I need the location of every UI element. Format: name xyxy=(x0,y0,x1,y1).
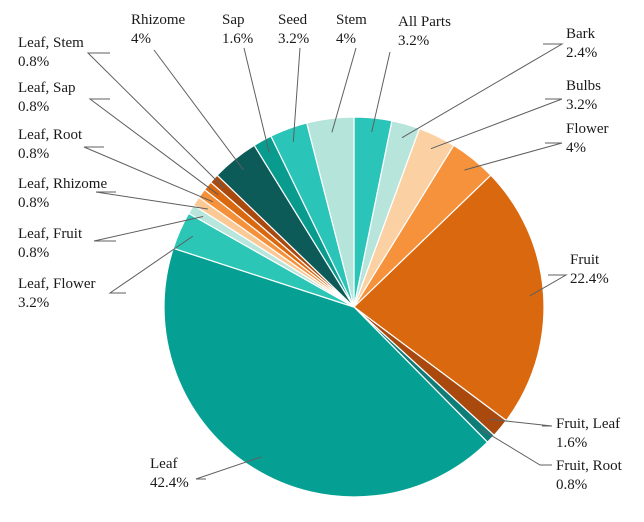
leader-line-stem xyxy=(331,47,357,133)
leader-line-leaf-flower xyxy=(108,235,194,294)
data-label-category: Leaf, Flower xyxy=(18,276,95,292)
data-label-category: Sap xyxy=(222,12,245,28)
data-label-value: 0.8% xyxy=(18,146,49,162)
data-label-leaf-sap: Leaf, Sap 0.8% xyxy=(18,80,75,115)
leader-line-fruit xyxy=(529,274,568,297)
data-label-value: 4% xyxy=(566,140,586,156)
data-label-fruit-root: Fruit, Root 0.8% xyxy=(556,458,623,493)
data-label-flower: Flower 4% xyxy=(566,121,609,156)
data-label-value: 3.2% xyxy=(566,97,597,113)
data-label-value: 0.8% xyxy=(18,54,49,70)
data-label-value: 0.8% xyxy=(556,477,587,493)
data-label-category: Fruit, Root xyxy=(556,458,623,474)
data-label-value: 1.6% xyxy=(556,435,587,451)
leader-line-seed xyxy=(292,47,301,142)
data-label-sap: Sap 1.6% xyxy=(222,12,253,47)
data-label-all-parts: All Parts 3.2% xyxy=(398,14,451,49)
pie-slice-stem xyxy=(306,116,355,308)
data-label-leaf-rhizome: Leaf, Rhizome 0.8% xyxy=(18,176,107,211)
data-label-value: 1.6% xyxy=(222,31,253,47)
data-label-category: Bulbs xyxy=(566,78,601,94)
data-labels: All Parts 3.2% Bark 2.4% Bulbs 3.2% Flower 4% Fr… xyxy=(18,12,623,493)
data-label-category: Leaf xyxy=(150,456,177,472)
data-label-leaf: Leaf 42.4% xyxy=(150,456,189,491)
data-label-category: Leaf, Fruit xyxy=(18,226,83,242)
leader-lines xyxy=(83,43,568,480)
data-label-category: Fruit xyxy=(570,252,600,268)
leader-line-leaf-stem xyxy=(86,52,225,189)
data-label-stem: Stem 4% xyxy=(336,12,367,47)
data-label-fruit: Fruit 22.4% xyxy=(570,252,609,287)
leader-line-sap xyxy=(243,47,270,153)
data-label-value: 4% xyxy=(131,31,151,47)
data-label-bulbs: Bulbs 3.2% xyxy=(566,78,601,113)
data-label-value: 3.2% xyxy=(18,295,49,311)
leader-line-leaf-fruit xyxy=(93,216,204,242)
data-label-category: Rhizome xyxy=(131,12,185,28)
data-label-category: Bark xyxy=(566,26,596,42)
data-label-leaf-fruit: Leaf, Fruit 0.8% xyxy=(18,226,83,261)
data-label-category: Leaf, Sap xyxy=(18,80,75,96)
leader-line-leaf-root xyxy=(83,146,214,203)
data-label-value: 0.8% xyxy=(18,99,49,115)
data-label-category: Fruit, Leaf xyxy=(556,416,620,432)
data-label-value: 3.2% xyxy=(398,33,429,49)
data-label-value: 3.2% xyxy=(278,31,309,47)
leader-line-fruit-leaf xyxy=(489,418,553,427)
data-label-category: Leaf, Rhizome xyxy=(18,176,107,192)
leader-line-rhizome xyxy=(153,49,244,171)
data-label-value: 2.4% xyxy=(566,45,597,61)
data-label-category: Leaf, Root xyxy=(18,127,83,143)
data-label-leaf-stem: Leaf, Stem 0.8% xyxy=(18,35,84,70)
data-label-rhizome: Rhizome 4% xyxy=(131,12,185,47)
data-label-value: 22.4% xyxy=(570,271,609,287)
data-label-leaf-root: Leaf, Root 0.8% xyxy=(18,127,83,162)
data-label-category: All Parts xyxy=(398,14,451,30)
leader-line-leaf xyxy=(195,456,262,480)
leader-line-all-parts xyxy=(371,51,391,133)
data-label-value: 0.8% xyxy=(18,195,49,211)
data-label-category: Stem xyxy=(336,12,367,28)
data-label-leaf-flower: Leaf, Flower 3.2% xyxy=(18,276,95,311)
data-label-seed: Seed 3.2% xyxy=(278,12,309,47)
data-label-bark: Bark 2.4% xyxy=(566,26,597,61)
data-label-category: Seed xyxy=(278,12,308,28)
data-label-fruit-leaf: Fruit, Leaf 1.6% xyxy=(556,416,620,451)
data-label-value: 4% xyxy=(336,31,356,47)
data-label-value: 42.4% xyxy=(150,475,189,491)
pie-slice-fruit xyxy=(353,174,545,422)
data-label-category: Leaf, Stem xyxy=(18,35,84,51)
leader-line-fruit-root xyxy=(480,428,552,466)
leader-line-flower xyxy=(464,142,563,171)
pie-slices xyxy=(163,116,545,498)
data-label-category: Flower xyxy=(566,121,609,137)
leader-line-bulbs xyxy=(430,98,563,150)
leader-line-bark xyxy=(401,43,564,139)
leader-line-leaf-rhizome xyxy=(95,191,208,210)
data-label-value: 0.8% xyxy=(18,245,49,261)
pie-slice-leaf xyxy=(163,247,489,498)
leader-line-leaf-sap xyxy=(88,98,219,196)
